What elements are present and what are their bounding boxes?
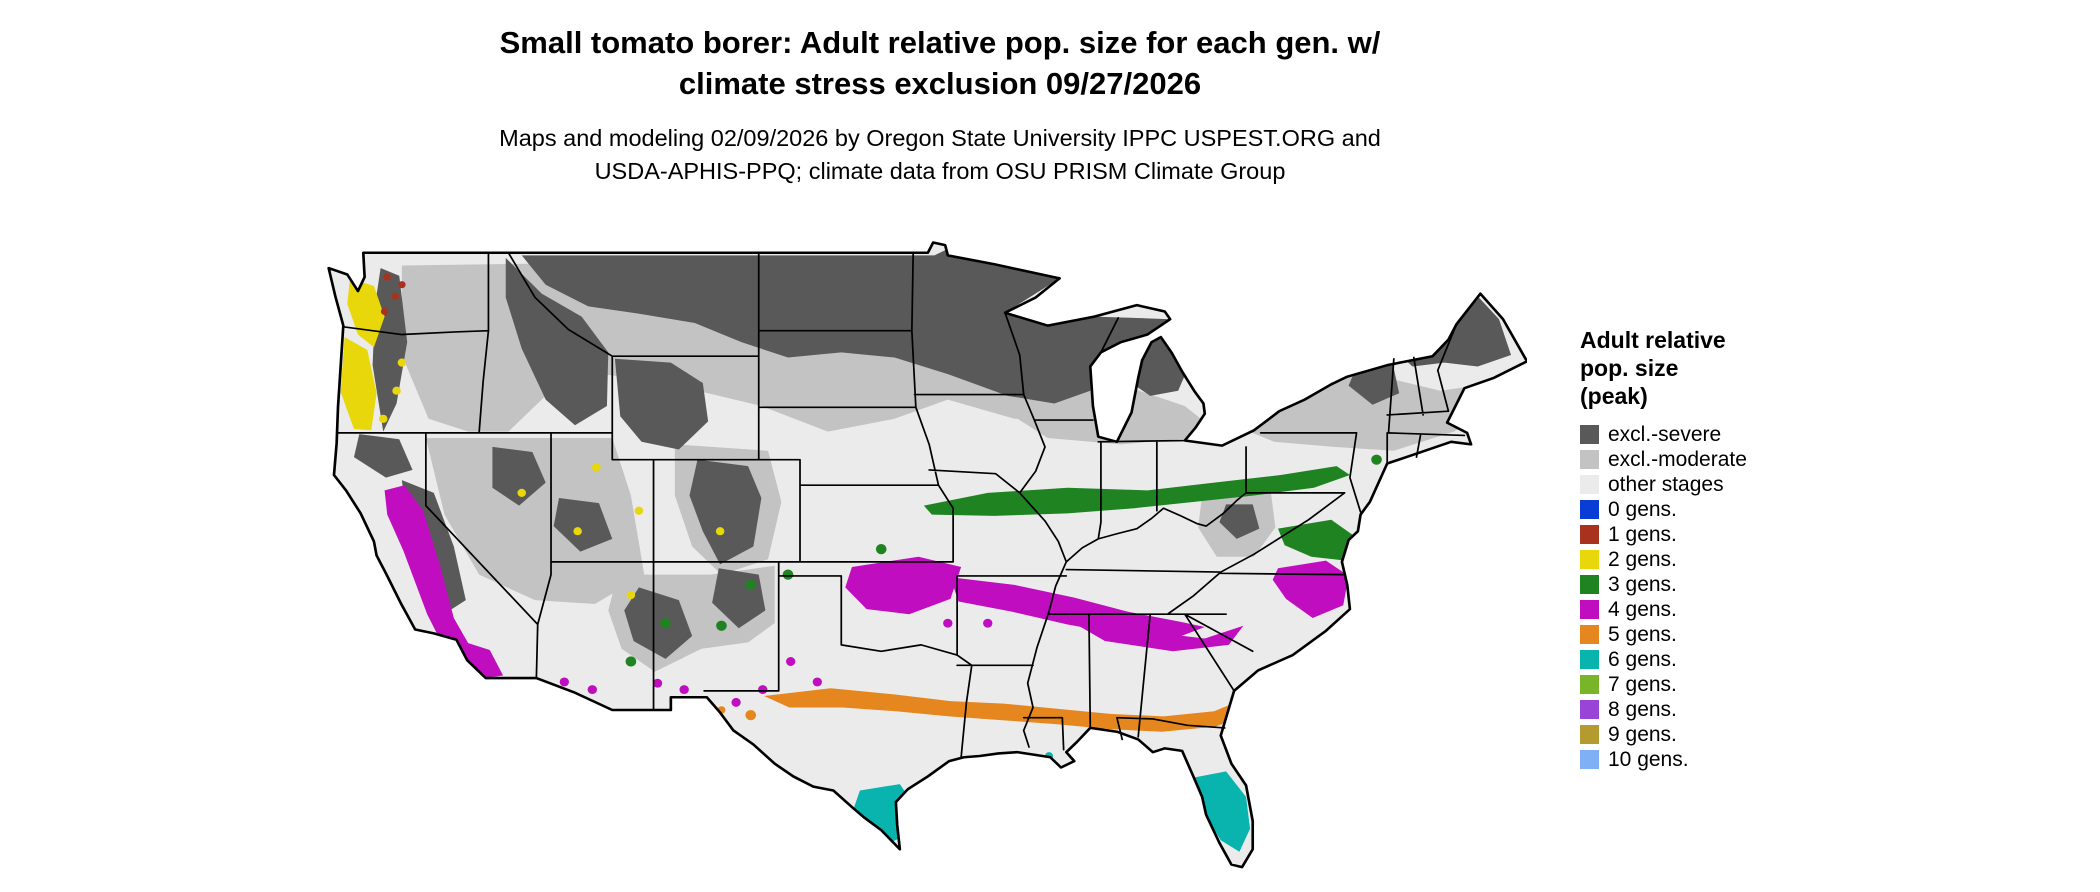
legend-title-line1: Adult relative: [1580, 327, 1726, 353]
legend-item-label: 5 gens.: [1608, 623, 1677, 646]
map-title-line2: climate stress exclusion 09/27/2026: [678, 66, 1202, 101]
map-title: Small tomato borer: Adult relative pop. …: [0, 22, 1880, 104]
legend-swatch: [1580, 500, 1599, 519]
legend-swatch: [1580, 750, 1599, 769]
legend-item: 7 gens.: [1580, 672, 1900, 697]
legend-swatch: [1580, 425, 1599, 444]
legend-swatch: [1580, 600, 1599, 619]
legend-swatch: [1580, 650, 1599, 669]
legend-item: 6 gens.: [1580, 647, 1900, 672]
legend-item-label: 10 gens.: [1608, 748, 1689, 771]
legend-items: excl.-severe excl.-moderate other stages…: [1580, 422, 1900, 772]
legend-item: 3 gens.: [1580, 572, 1900, 597]
legend-item: 2 gens.: [1580, 547, 1900, 572]
legend-item-label: excl.-severe: [1608, 423, 1722, 446]
legend-item: 10 gens.: [1580, 747, 1900, 772]
legend-item: excl.-moderate: [1580, 447, 1900, 472]
legend-item-label: 2 gens.: [1608, 548, 1677, 571]
legend-item: 9 gens.: [1580, 722, 1900, 747]
legend-swatch: [1580, 625, 1599, 644]
map-title-line1: Small tomato borer: Adult relative pop. …: [499, 25, 1381, 60]
legend-swatch: [1580, 525, 1599, 544]
legend-swatch: [1580, 475, 1599, 494]
map-subtitle-line1: Maps and modeling 02/09/2026 by Oregon S…: [499, 125, 1381, 151]
map-region-5-gens: [717, 674, 1281, 732]
us-map-container: [322, 240, 1529, 885]
map-region-7-gens: [1207, 874, 1216, 883]
legend-item-label: 7 gens.: [1608, 673, 1677, 696]
legend-item: 1 gens.: [1580, 522, 1900, 547]
map-region-1-gens: [380, 273, 406, 316]
legend-item-label: 1 gens.: [1608, 523, 1677, 546]
legend-swatch: [1580, 700, 1599, 719]
legend-swatch: [1580, 550, 1599, 569]
legend-title-line2: pop. size: [1580, 355, 1679, 381]
us-outline: [327, 241, 1529, 869]
map-region-2-gens: [340, 278, 725, 600]
legend-item-label: 3 gens.: [1608, 573, 1677, 596]
legend-item-label: 4 gens.: [1608, 598, 1677, 621]
legend-item-label: excl.-moderate: [1608, 448, 1747, 471]
legend-swatch: [1580, 450, 1599, 469]
legend-item-label: 8 gens.: [1608, 698, 1677, 721]
legend-item: 0 gens.: [1580, 497, 1900, 522]
legend-swatch: [1580, 725, 1599, 744]
map-region-excl-severe: [353, 250, 1512, 659]
legend-item: excl.-severe: [1580, 422, 1900, 447]
legend-swatch: [1580, 675, 1599, 694]
legend-item-label: 0 gens.: [1608, 498, 1677, 521]
legend: Adult relative pop. size (peak) excl.-se…: [1580, 326, 1900, 772]
legend-title-line3: (peak): [1580, 383, 1648, 409]
us-map: [327, 241, 1529, 883]
legend-item-label: 9 gens.: [1608, 723, 1677, 746]
legend-swatch: [1580, 575, 1599, 594]
state-borders: [335, 251, 1466, 759]
legend-item-label: other stages: [1608, 473, 1724, 496]
map-subtitle: Maps and modeling 02/09/2026 by Oregon S…: [0, 122, 1880, 188]
legend-item: other stages: [1580, 472, 1900, 497]
legend-item: 8 gens.: [1580, 697, 1900, 722]
legend-title: Adult relative pop. size (peak): [1580, 326, 1900, 410]
legend-item: 5 gens.: [1580, 622, 1900, 647]
map-subtitle-line2: USDA-APHIS-PPQ; climate data from OSU PR…: [594, 158, 1286, 184]
legend-item-label: 6 gens.: [1608, 648, 1677, 671]
legend-item: 4 gens.: [1580, 597, 1900, 622]
